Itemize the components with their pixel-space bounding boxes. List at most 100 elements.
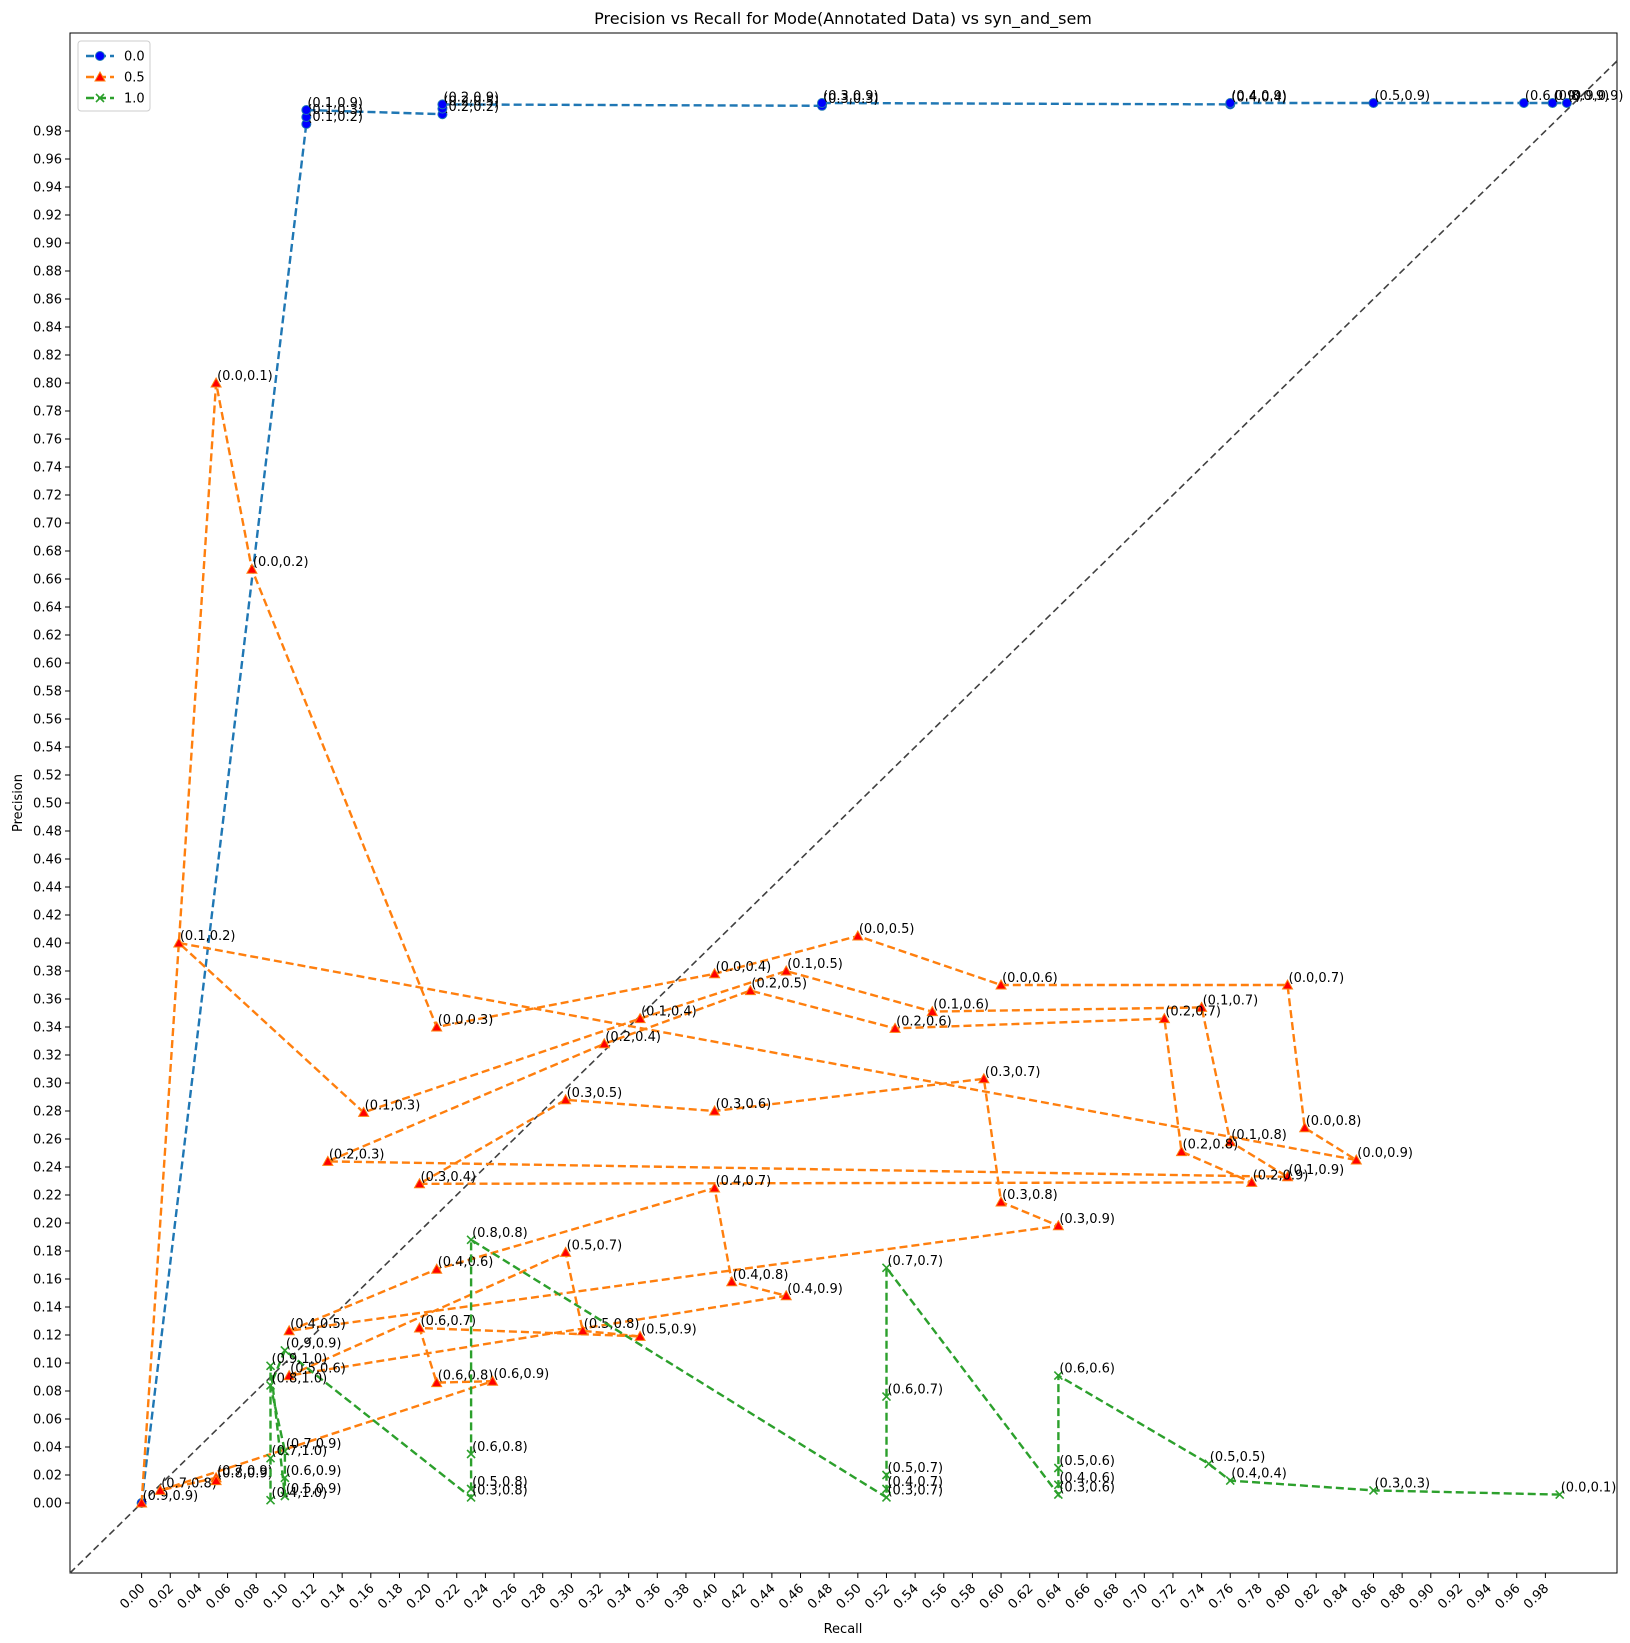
data-point (1518, 98, 1529, 108)
point-label: (0.6,0.9) (494, 1367, 550, 1382)
y-tick-label: 0.74 (33, 461, 62, 476)
y-tick-label: 0.82 (33, 349, 62, 364)
y-tick-label: 0.38 (33, 965, 62, 980)
y-tick-label: 0.22 (33, 1189, 62, 1204)
point-label: (0.1,0.9) (307, 96, 363, 111)
x-tick-label: 0.62 (1005, 1581, 1036, 1612)
point-label: (0.3,0.6) (716, 1097, 772, 1112)
point-label: (0.3,0.9) (823, 89, 879, 104)
point-label: (0.2,0.8) (1183, 1138, 1239, 1153)
x-tick-label: 0.64 (1034, 1581, 1065, 1612)
point-label: (0.3,0.9) (1059, 1212, 1115, 1227)
y-tick-label: 0.02 (33, 1469, 62, 1484)
legend-entry: 1.0 (124, 92, 145, 107)
data-point (135, 1496, 148, 1508)
point-label: (0.3,0.6) (1059, 1481, 1115, 1496)
y-tick-label: 0.84 (33, 321, 62, 336)
point-label: (0.5,0.7) (887, 1461, 943, 1476)
point-label: (0.9,0.9) (286, 1336, 342, 1351)
point-label: (0.3,0.4) (421, 1170, 477, 1185)
x-tick-label: 0.72 (1149, 1581, 1180, 1612)
y-tick-label: 0.44 (33, 881, 62, 896)
y-tick-label: 0.14 (33, 1301, 62, 1316)
y-tick-label: 0.56 (33, 713, 62, 728)
data-point (430, 1020, 443, 1032)
point-label: (0.7,1.0) (272, 1444, 328, 1459)
data-point (1053, 1490, 1063, 1500)
point-label: (0.2,0.6) (896, 1014, 952, 1029)
point-label: (0.1,0.2) (307, 110, 363, 125)
point-label: (0.1,0.4) (641, 1005, 697, 1020)
point-label: (0.2,0.7) (1165, 1005, 1221, 1020)
y-tick-label: 0.62 (33, 629, 62, 644)
x-tick-label: 0.22 (432, 1581, 463, 1612)
x-tick-label: 0.88 (1378, 1581, 1409, 1612)
point-label: (0.5,0.9) (1374, 89, 1430, 104)
data-point (1053, 1371, 1063, 1381)
data-point (466, 1492, 476, 1502)
x-tick-label: 0.94 (1464, 1581, 1495, 1612)
y-tick-label: 0.68 (33, 545, 62, 560)
point-label: (0.7,0.8) (161, 1476, 217, 1491)
data-point (173, 936, 185, 948)
x-tick-label: 0.76 (1206, 1581, 1237, 1612)
data-point (1368, 1485, 1379, 1495)
x-tick-label: 0.68 (1091, 1581, 1122, 1612)
y-tick-label: 0.20 (33, 1217, 62, 1232)
data-point (1204, 1459, 1214, 1469)
data-point (466, 1484, 476, 1494)
data-point (817, 98, 828, 108)
plot-area: 0.000.020.040.060.080.100.120.140.160.18… (33, 32, 1623, 1612)
data-point (744, 984, 757, 996)
x-tick-label: 0.04 (175, 1581, 206, 1612)
x-tick-label: 0.78 (1235, 1581, 1266, 1612)
series-0.5: (0.9,0.9) (0.0,0.1) (0.0,0.2) (0.0,0.3) (0.0… (135, 369, 1413, 1508)
data-point (301, 105, 312, 115)
y-tick-label: 0.36 (33, 993, 62, 1008)
data-point (598, 1037, 611, 1049)
point-label: (0.6,0.8) (472, 1440, 528, 1455)
y-tick-label: 0.40 (33, 937, 62, 952)
legend-marker (95, 93, 105, 103)
diagonal-reference-line (69, 60, 1618, 1574)
y-tick-label: 0.32 (33, 1049, 62, 1064)
data-point (708, 1104, 721, 1116)
y-tick-label: 0.86 (33, 293, 62, 308)
point-label: (0.4,0.6) (438, 1255, 494, 1270)
point-label: (0.5,0.8) (584, 1317, 640, 1332)
y-tick-label: 0.12 (33, 1329, 62, 1344)
x-tick-label: 0.48 (805, 1581, 836, 1612)
x-tick-label: 0.90 (1407, 1581, 1438, 1612)
y-axis-label: Precision (11, 774, 26, 832)
x-tick-label: 0.32 (576, 1581, 607, 1612)
data-point (1052, 1219, 1065, 1231)
point-label: (0.7,0.9) (217, 1464, 273, 1479)
data-point (559, 1093, 572, 1105)
legend-marker (95, 51, 105, 61)
x-tick-label: 0.92 (1435, 1581, 1466, 1612)
point-label: (0.7,0.7) (887, 1254, 943, 1269)
data-point (154, 1484, 167, 1495)
point-label: (0.4,0.4) (1231, 90, 1287, 105)
data-point (283, 1324, 296, 1336)
point-label: (0.0,0.4) (716, 960, 772, 975)
point-label: (0.5,0.7) (567, 1238, 623, 1253)
x-tick-label: 0.38 (662, 1581, 693, 1612)
data-point (486, 1375, 499, 1386)
point-label: (0.2,0.2) (443, 100, 499, 115)
point-label: (0.5,0.5) (1210, 1450, 1266, 1465)
data-point (283, 1369, 296, 1381)
y-tick-label: 0.16 (33, 1273, 62, 1288)
data-point (466, 1449, 476, 1459)
data-point (430, 1376, 443, 1388)
point-label: (0.6,0.9) (286, 1464, 342, 1479)
point-label: (0.4,0.8) (733, 1268, 789, 1283)
point-label: (0.2,0.9) (1253, 1168, 1309, 1183)
data-point (708, 1181, 721, 1193)
data-point (889, 1022, 901, 1033)
point-label: (0.2,0.9) (443, 90, 499, 105)
point-label: (0.5,0.8) (472, 1475, 528, 1490)
y-tick-label: 0.94 (33, 181, 62, 196)
x-tick-label: 0.54 (891, 1581, 922, 1612)
